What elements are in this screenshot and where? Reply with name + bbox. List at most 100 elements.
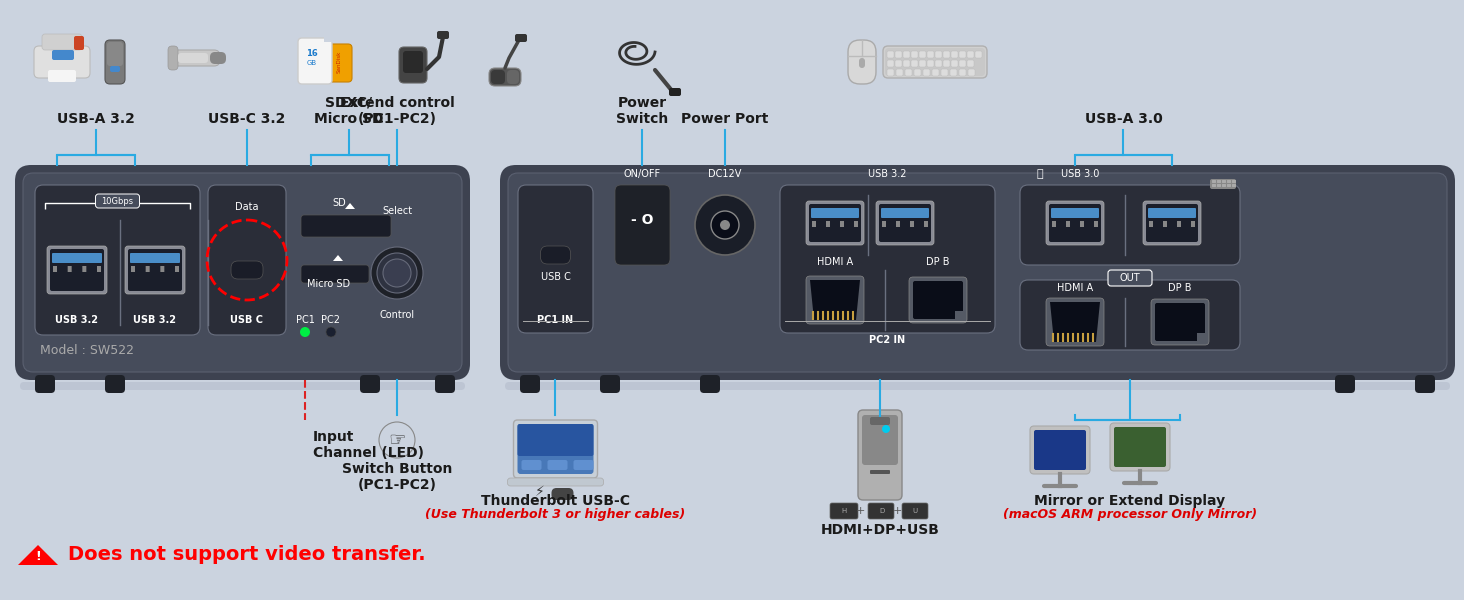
FancyBboxPatch shape xyxy=(435,375,455,393)
FancyBboxPatch shape xyxy=(870,417,890,425)
Text: USB-A 3.2: USB-A 3.2 xyxy=(57,112,135,126)
FancyBboxPatch shape xyxy=(171,50,220,66)
FancyBboxPatch shape xyxy=(780,185,996,333)
FancyBboxPatch shape xyxy=(1148,208,1196,218)
FancyBboxPatch shape xyxy=(324,36,337,42)
FancyBboxPatch shape xyxy=(1233,184,1236,187)
FancyBboxPatch shape xyxy=(127,249,182,291)
FancyBboxPatch shape xyxy=(883,46,987,78)
Text: GB: GB xyxy=(307,60,318,66)
FancyBboxPatch shape xyxy=(903,51,911,58)
FancyBboxPatch shape xyxy=(507,70,520,84)
Text: Input
Channel (LED): Input Channel (LED) xyxy=(313,430,425,460)
Text: Micro SD: Micro SD xyxy=(307,279,350,289)
Text: HDMI+DP+USB: HDMI+DP+USB xyxy=(820,523,940,537)
FancyBboxPatch shape xyxy=(1051,208,1099,218)
FancyBboxPatch shape xyxy=(179,53,208,63)
Text: Model : SW522: Model : SW522 xyxy=(40,343,135,356)
FancyBboxPatch shape xyxy=(1162,221,1167,227)
FancyBboxPatch shape xyxy=(927,51,934,58)
FancyBboxPatch shape xyxy=(110,66,120,72)
FancyBboxPatch shape xyxy=(878,204,931,242)
FancyBboxPatch shape xyxy=(959,60,966,67)
FancyBboxPatch shape xyxy=(1045,201,1104,245)
FancyBboxPatch shape xyxy=(669,88,681,96)
FancyBboxPatch shape xyxy=(53,253,102,263)
Text: Mirror or Extend Display: Mirror or Extend Display xyxy=(1035,494,1225,508)
FancyBboxPatch shape xyxy=(807,201,864,245)
Text: 10Gbps: 10Gbps xyxy=(101,196,133,205)
Text: USB C: USB C xyxy=(540,272,571,282)
FancyBboxPatch shape xyxy=(911,60,918,67)
FancyBboxPatch shape xyxy=(1192,221,1195,227)
FancyBboxPatch shape xyxy=(826,221,830,227)
Text: DP B: DP B xyxy=(1168,283,1192,293)
FancyBboxPatch shape xyxy=(302,265,369,283)
FancyBboxPatch shape xyxy=(490,70,505,84)
FancyBboxPatch shape xyxy=(1212,184,1217,187)
FancyBboxPatch shape xyxy=(15,165,470,380)
FancyBboxPatch shape xyxy=(1222,180,1225,183)
FancyBboxPatch shape xyxy=(886,48,985,76)
FancyBboxPatch shape xyxy=(935,60,941,67)
FancyBboxPatch shape xyxy=(508,173,1446,372)
FancyBboxPatch shape xyxy=(35,185,201,335)
FancyBboxPatch shape xyxy=(1149,221,1154,227)
FancyBboxPatch shape xyxy=(299,38,332,84)
FancyBboxPatch shape xyxy=(968,51,974,58)
Text: Control: Control xyxy=(379,310,414,320)
FancyBboxPatch shape xyxy=(35,375,56,393)
FancyBboxPatch shape xyxy=(82,266,86,272)
FancyBboxPatch shape xyxy=(360,375,381,393)
FancyBboxPatch shape xyxy=(887,51,895,58)
Text: (macOS ARM processor Only Mirror): (macOS ARM processor Only Mirror) xyxy=(1003,508,1258,521)
Text: HDMI A: HDMI A xyxy=(1057,283,1094,293)
FancyBboxPatch shape xyxy=(1227,184,1231,187)
FancyBboxPatch shape xyxy=(887,69,895,76)
Polygon shape xyxy=(332,255,343,261)
FancyBboxPatch shape xyxy=(67,266,72,272)
FancyBboxPatch shape xyxy=(1034,430,1086,470)
FancyBboxPatch shape xyxy=(840,221,845,227)
Circle shape xyxy=(712,211,739,239)
FancyBboxPatch shape xyxy=(326,44,351,82)
FancyBboxPatch shape xyxy=(552,488,574,500)
FancyBboxPatch shape xyxy=(436,31,449,39)
Circle shape xyxy=(370,247,423,299)
FancyBboxPatch shape xyxy=(935,51,941,58)
FancyBboxPatch shape xyxy=(34,46,89,78)
FancyBboxPatch shape xyxy=(848,40,875,84)
FancyBboxPatch shape xyxy=(1045,298,1104,346)
FancyBboxPatch shape xyxy=(53,50,75,60)
Circle shape xyxy=(384,259,411,287)
FancyBboxPatch shape xyxy=(854,221,858,227)
FancyBboxPatch shape xyxy=(600,375,619,393)
FancyBboxPatch shape xyxy=(881,221,886,227)
FancyBboxPatch shape xyxy=(20,382,466,390)
Text: USB C: USB C xyxy=(230,315,264,325)
Polygon shape xyxy=(346,203,354,209)
FancyBboxPatch shape xyxy=(909,277,968,323)
FancyBboxPatch shape xyxy=(911,51,918,58)
FancyBboxPatch shape xyxy=(1110,423,1170,471)
Text: 16: 16 xyxy=(306,49,318,58)
FancyBboxPatch shape xyxy=(1020,280,1240,350)
Text: U: U xyxy=(912,508,918,514)
FancyBboxPatch shape xyxy=(911,221,914,227)
FancyBboxPatch shape xyxy=(209,52,225,64)
FancyBboxPatch shape xyxy=(943,60,950,67)
FancyBboxPatch shape xyxy=(130,253,180,263)
FancyBboxPatch shape xyxy=(1108,270,1152,286)
FancyBboxPatch shape xyxy=(168,46,179,70)
FancyBboxPatch shape xyxy=(53,266,57,272)
Text: USB 3.0: USB 3.0 xyxy=(1061,169,1099,179)
FancyBboxPatch shape xyxy=(48,70,76,82)
Text: PC1 IN: PC1 IN xyxy=(537,315,574,325)
FancyBboxPatch shape xyxy=(858,410,902,500)
FancyBboxPatch shape xyxy=(924,221,928,227)
FancyBboxPatch shape xyxy=(1227,180,1231,183)
FancyBboxPatch shape xyxy=(811,208,859,218)
FancyBboxPatch shape xyxy=(902,503,928,519)
FancyBboxPatch shape xyxy=(943,51,950,58)
Circle shape xyxy=(720,220,731,230)
